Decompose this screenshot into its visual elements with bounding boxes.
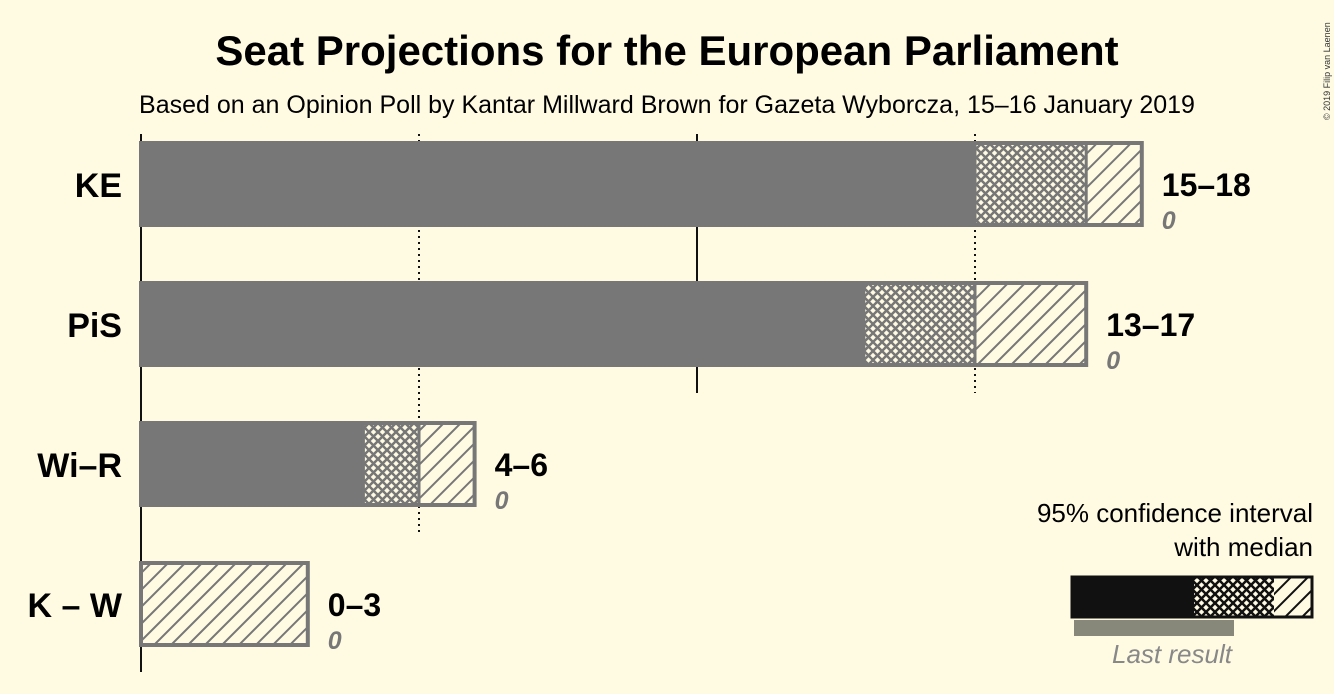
bar-solid bbox=[141, 423, 364, 505]
bar-upper-interval bbox=[975, 283, 1087, 365]
range-label: 4–6 bbox=[495, 447, 548, 483]
bar-outline bbox=[139, 421, 477, 507]
bar-upper-interval bbox=[141, 563, 308, 645]
bar-lower-interval bbox=[363, 423, 419, 505]
bar-solid bbox=[141, 143, 975, 225]
bar-upper-interval bbox=[1086, 143, 1142, 225]
legend-hatch-bar bbox=[1274, 577, 1312, 617]
legend-line-1: 95% confidence interval bbox=[1037, 498, 1313, 528]
bar-lower-interval bbox=[975, 143, 1087, 225]
party-label: K – W bbox=[28, 587, 123, 625]
range-label: 15–18 bbox=[1162, 167, 1251, 203]
last-result-label: 0 bbox=[495, 487, 509, 515]
party-row: PiS 13–17 0 bbox=[67, 281, 1195, 375]
legend-outline bbox=[1070, 575, 1314, 619]
bar-outline bbox=[139, 141, 1144, 227]
party-row: Wi–R 4–6 0 bbox=[37, 421, 548, 515]
bar-upper-interval bbox=[419, 423, 475, 505]
party-label: KE bbox=[75, 167, 122, 205]
legend-line-2: with median bbox=[1173, 532, 1313, 562]
legend-cross-bar bbox=[1194, 577, 1274, 617]
last-result-label: 0 bbox=[328, 627, 342, 655]
last-result-label: 0 bbox=[1162, 207, 1176, 235]
party-label: Wi–R bbox=[37, 447, 122, 485]
legend-last-result-bar bbox=[1074, 620, 1234, 636]
bar-lower-interval bbox=[863, 283, 975, 365]
copyright-text: © 2019 Filip van Laenen bbox=[1322, 22, 1332, 120]
bars-group: KE 15–18 0 PiS 13–17 0 Wi–R 4–6 0 K – W 0–3 0 bbox=[28, 141, 1251, 655]
chart-title: Seat Projections for the European Parlia… bbox=[215, 27, 1118, 74]
bar-outline bbox=[139, 561, 310, 647]
bar-outline bbox=[139, 281, 1089, 367]
range-label: 13–17 bbox=[1106, 307, 1195, 343]
last-result-label: 0 bbox=[1106, 347, 1120, 375]
legend-solid-bar bbox=[1072, 577, 1194, 617]
party-row: KE 15–18 0 bbox=[75, 141, 1251, 235]
bar-solid bbox=[141, 283, 864, 365]
legend-last-result-label: Last result bbox=[1112, 639, 1234, 669]
party-label: PiS bbox=[67, 307, 122, 345]
chart-subtitle: Based on an Opinion Poll by Kantar Millw… bbox=[139, 91, 1195, 119]
legend: 95% confidence interval with median Last… bbox=[1037, 498, 1314, 669]
party-row: K – W 0–3 0 bbox=[28, 561, 381, 655]
range-label: 0–3 bbox=[328, 587, 381, 623]
